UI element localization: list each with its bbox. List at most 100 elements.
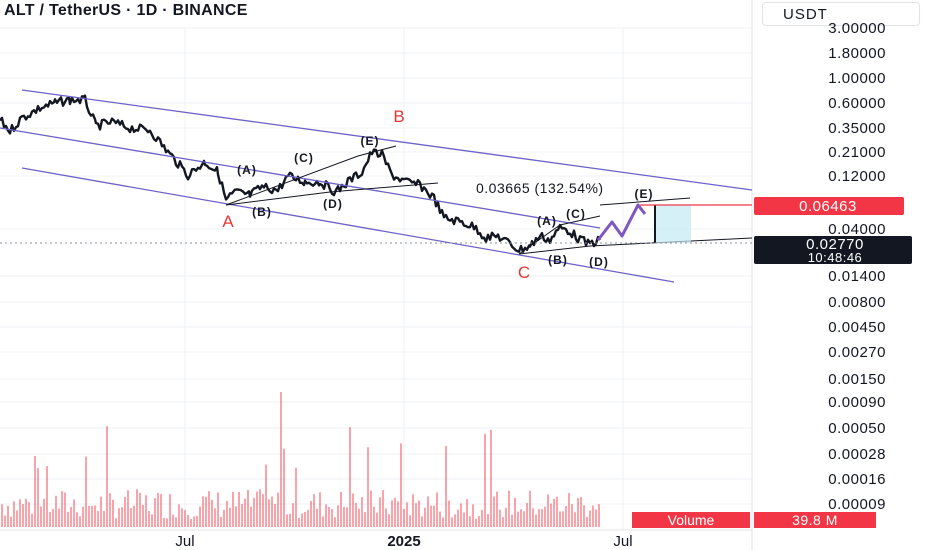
volume-bar (154, 498, 156, 527)
target-price-tag (754, 197, 904, 215)
volume-bar (160, 494, 162, 527)
volume-bar (541, 509, 543, 527)
volume-bar (532, 508, 534, 527)
volume-bar (373, 506, 375, 527)
volume-label-bg (632, 512, 750, 528)
volume-bar (442, 517, 444, 527)
target-price-label: 0.06463 (799, 198, 857, 215)
y-tick-label: 0.00009 (828, 496, 886, 513)
volume-bar (595, 509, 597, 527)
y-tick-label: 0.00800 (828, 294, 886, 311)
volume-bar (496, 491, 498, 527)
volume-bar (181, 508, 183, 527)
volume-bar (475, 518, 477, 527)
y-tick-label: 1.00000 (828, 70, 886, 87)
volume-bar (562, 511, 564, 527)
subwave2-label: (C) (566, 207, 586, 221)
volume-bar (484, 433, 486, 527)
time-axis[interactable]: Jul 2025 Jul (175, 533, 632, 550)
volume-bar (355, 502, 357, 527)
volume-bar (49, 512, 51, 527)
grid-lines (0, 0, 753, 550)
wave-label-a: A (222, 212, 234, 231)
volume-bar (325, 504, 327, 527)
volume-bar (73, 499, 75, 527)
volume-bar (238, 492, 240, 527)
volume-bar (133, 505, 135, 527)
volume-bar (157, 492, 159, 527)
volume-bar (244, 498, 246, 527)
volume-bar (322, 516, 324, 527)
volume-bar (208, 491, 210, 527)
volume-bar (544, 506, 546, 527)
volume-bar (274, 503, 276, 527)
volume-bar (535, 514, 537, 527)
volume-bar (424, 507, 426, 527)
volume-bar (568, 493, 570, 527)
volume-bar (121, 507, 123, 527)
volume-bar (340, 491, 342, 527)
volume-bar (172, 514, 174, 527)
volume-bar (10, 516, 12, 527)
volume-value: 39.8 M (792, 512, 838, 528)
volume-bar (232, 491, 234, 527)
volume-bar (262, 494, 264, 527)
volume-bar (247, 489, 249, 527)
volume-label: Volume (668, 512, 715, 528)
subwave-label: (A) (237, 163, 257, 177)
price-series (0, 94, 601, 253)
volume-bar (448, 500, 450, 527)
currency-button[interactable]: USDT (762, 2, 920, 26)
volume-bar (118, 508, 120, 527)
countdown-label: 10:48:46 (808, 250, 863, 265)
volume-bar (328, 506, 330, 527)
volume-bar (481, 509, 483, 527)
projection-upper (599, 197, 691, 206)
volume-bar (379, 497, 381, 527)
volume-bar (106, 426, 108, 527)
volume-bar (115, 518, 117, 527)
volume-bar (100, 496, 102, 527)
volume-bar (508, 490, 510, 527)
volume-bar (265, 464, 267, 527)
volume-bar (277, 492, 279, 527)
volume-bar (331, 509, 333, 527)
x-tick-label: Jul (613, 533, 632, 550)
volume-bar (1, 504, 3, 527)
volume-bar (505, 507, 507, 527)
price-axis[interactable]: 3.00000 1.80000 1.00000 0.60000 0.35000 0.210… (632, 20, 912, 528)
volume-bar (559, 511, 561, 527)
volume-bar (130, 508, 132, 527)
volume-bars (1, 392, 600, 527)
triangle-lower (225, 182, 439, 206)
volume-bar (403, 508, 405, 527)
drawings-layer: 0.03665 (132.54%) A B C (A) (B) (C) (D) (E) (A) (B… (0, 89, 753, 283)
volume-bar (436, 492, 438, 527)
volume-bar (376, 512, 378, 527)
volume-bar (211, 499, 213, 527)
y-tick-label: 0.00050 (828, 420, 886, 437)
channel-upper (21, 89, 753, 191)
volume-bar (343, 506, 345, 527)
volume-bar (556, 496, 558, 527)
volume-bar (52, 509, 54, 527)
volume-bar (412, 494, 414, 527)
volume-bar (472, 504, 474, 527)
volume-bar (37, 468, 39, 527)
volume-bar (370, 490, 372, 527)
volume-bar (223, 509, 225, 527)
volume-bar (352, 493, 354, 527)
volume-bar (547, 494, 549, 527)
volume-bar (574, 512, 576, 527)
volume-bar (13, 501, 15, 527)
current-price-label: 0.02770 (806, 236, 864, 253)
volume-bar (217, 492, 219, 527)
volume-bar (310, 501, 312, 527)
volume-bar (298, 517, 300, 527)
volume-bar (259, 489, 261, 527)
volume-bar (391, 500, 393, 527)
volume-value-bg (754, 512, 876, 528)
triangle2-upper (518, 215, 601, 255)
volume-bar (382, 490, 384, 527)
